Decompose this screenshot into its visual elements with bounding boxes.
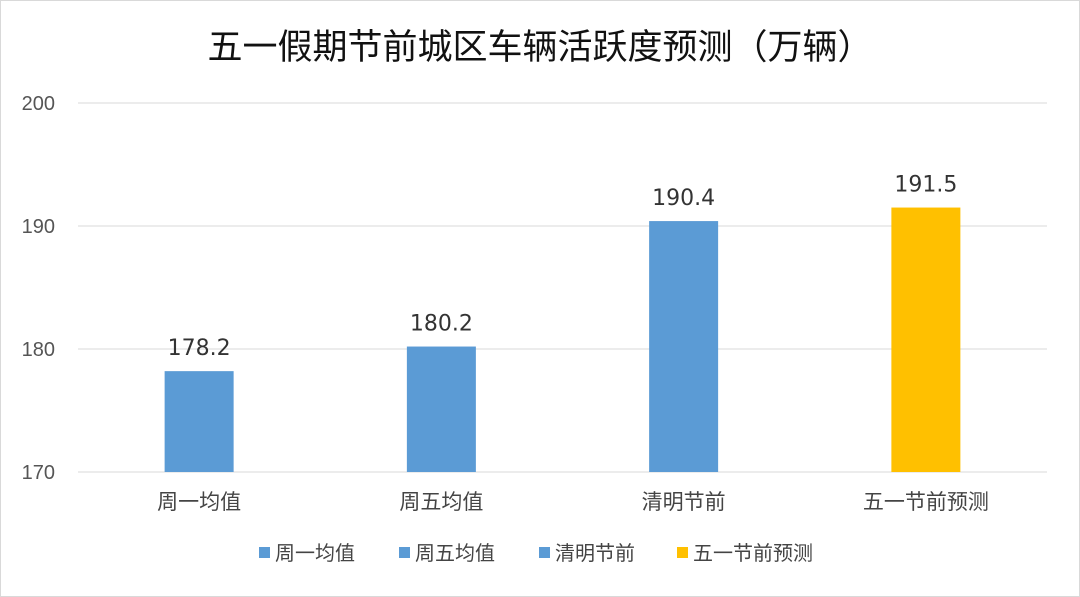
data-label-4: 191.5 xyxy=(894,173,957,198)
bar-4 xyxy=(891,207,961,473)
chart-title: 五一假期节前城区车辆活跃度预测（万辆） xyxy=(207,28,872,68)
legend-label-2: 周五均值 xyxy=(415,541,495,565)
bars xyxy=(164,207,961,473)
category-label-2: 周五均值 xyxy=(399,490,483,514)
legend-label-4: 五一节前预测 xyxy=(693,541,813,565)
y-tick-label: 190 xyxy=(22,216,55,238)
y-tick-label: 180 xyxy=(22,339,55,361)
bar-3 xyxy=(649,221,719,472)
data-labels: 178.2 180.2 190.4 191.5 xyxy=(168,173,958,362)
legend-swatch-1 xyxy=(259,547,270,558)
legend-swatch-3 xyxy=(539,547,550,558)
x-axis-categories: 周一均值 周五均值 清明节前 五一节前预测 xyxy=(157,490,989,514)
legend-swatch-2 xyxy=(399,547,410,558)
legend-label-3: 清明节前 xyxy=(555,541,635,565)
y-tick-label: 200 xyxy=(22,93,55,115)
legend: 周一均值 周五均值 清明节前 五一节前预测 xyxy=(259,541,813,565)
legend-label-1: 周一均值 xyxy=(275,541,355,565)
category-label-3: 清明节前 xyxy=(642,490,726,514)
data-label-1: 178.2 xyxy=(168,336,231,361)
category-label-4: 五一节前预测 xyxy=(863,490,989,514)
category-label-1: 周一均值 xyxy=(157,490,241,514)
y-tick-label: 170 xyxy=(22,462,55,484)
gridlines xyxy=(78,102,1047,473)
data-label-3: 190.4 xyxy=(652,186,715,211)
y-axis-ticks: 170 180 190 200 xyxy=(22,93,55,484)
data-label-2: 180.2 xyxy=(410,312,473,337)
bar-1 xyxy=(164,371,234,472)
legend-swatch-4 xyxy=(677,547,688,558)
bar-2 xyxy=(406,346,476,472)
